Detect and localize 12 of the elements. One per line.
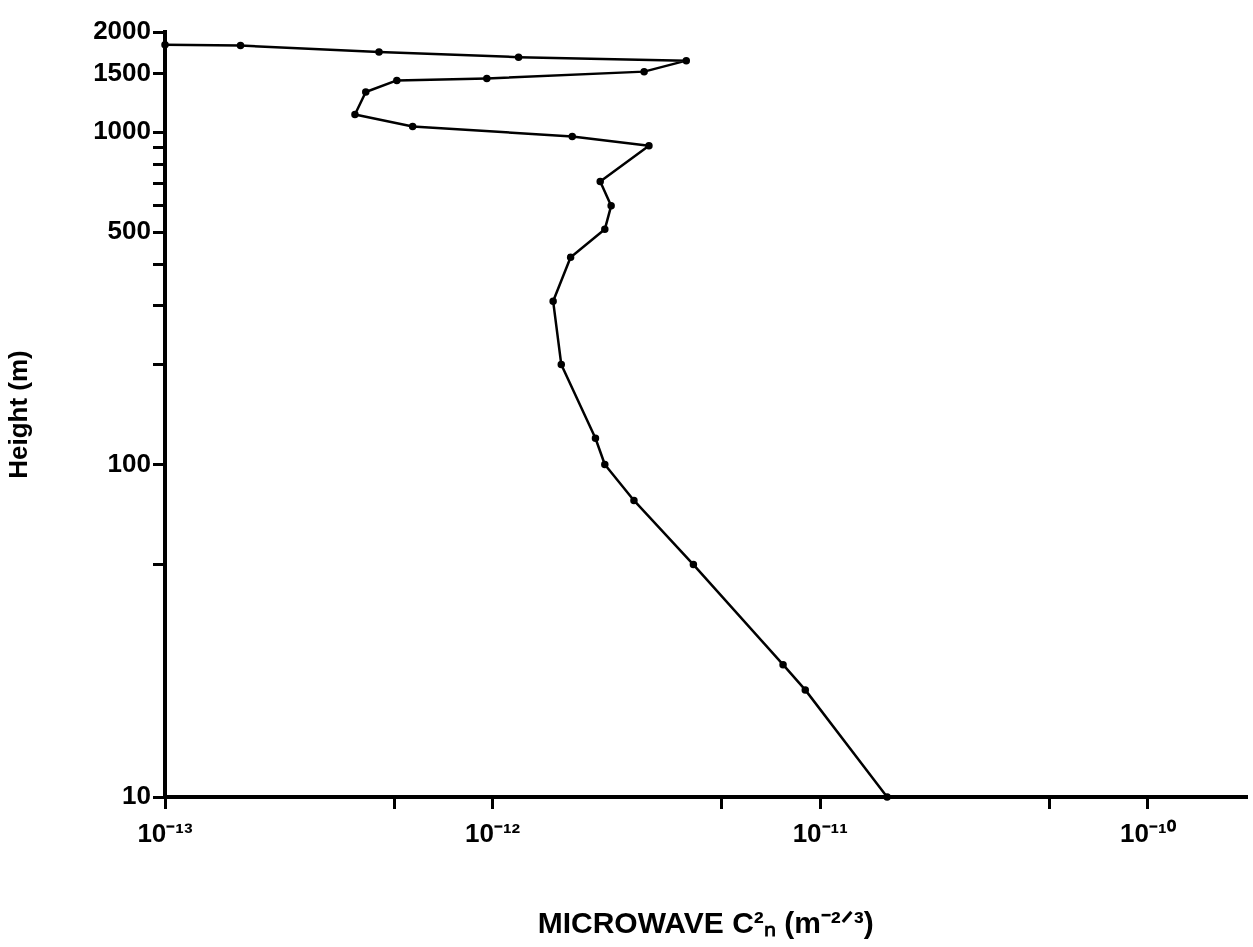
y-tick-label: 1500	[93, 56, 151, 87]
x-tick-label: 10⁻¹⁰	[1120, 817, 1177, 848]
x-tick-label: 10⁻¹¹	[792, 817, 848, 848]
y-tick-label: 2000	[93, 15, 151, 46]
y-tick-label: 100	[107, 447, 151, 478]
y-axis-title: Height (m)	[2, 350, 33, 479]
y-tick-label: 10	[122, 780, 151, 811]
x-tick-label: 10⁻¹²	[465, 817, 521, 848]
x-axis-title: MICROWAVE C²ₙ (m⁻²ᐟ³)	[537, 906, 874, 940]
x-tick-label: 10⁻¹³	[137, 817, 193, 848]
y-tick-label: 1000	[93, 115, 151, 146]
y-tick-label: 500	[107, 215, 151, 246]
